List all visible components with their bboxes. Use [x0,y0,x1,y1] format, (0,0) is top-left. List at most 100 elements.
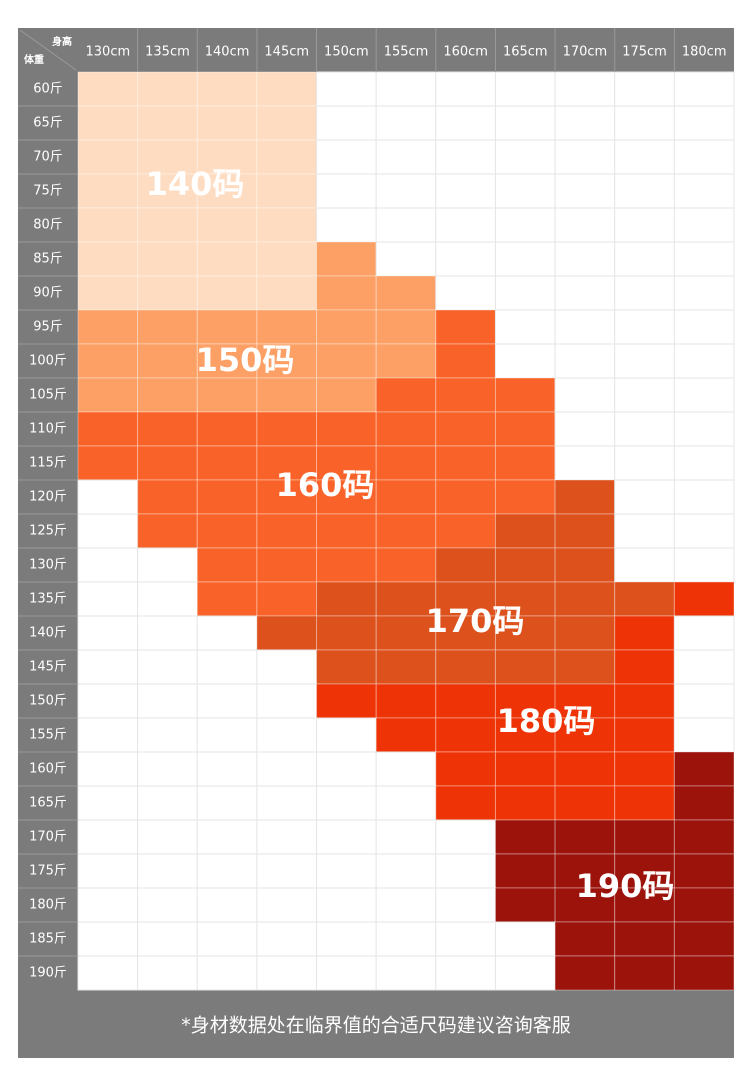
size-cell [614,717,675,753]
size-cell [77,785,139,821]
size-cell [614,649,675,685]
size-cell [256,853,318,889]
size-cell [137,547,198,583]
size-cell [196,479,258,515]
size-cell [196,581,258,617]
size-cell [196,615,258,651]
size-cell [196,649,258,685]
size-cell [494,377,556,413]
size-cell [435,377,496,413]
size-cell [77,887,139,923]
size-cell [77,343,139,379]
size-cell [256,445,318,481]
size-cell [375,139,437,175]
size-cell [435,785,496,821]
size-cell [554,615,616,651]
size-cell [375,683,437,719]
size-cell [375,207,437,243]
size-cell [494,343,556,379]
size-cell [256,785,318,821]
row-header: 145斤 [29,660,67,675]
size-cell [196,207,258,243]
size-cell [316,377,377,413]
size-cell [256,649,318,685]
row-header: 140斤 [29,626,67,641]
size-cell [673,445,735,481]
size-cell [673,241,735,277]
size-cell [316,309,377,345]
size-cell [77,513,139,549]
size-cell [316,139,377,175]
size-cell [554,173,616,209]
size-cell [554,921,616,957]
size-cell [673,207,735,243]
row-header: 75斤 [33,184,63,199]
size-cell [256,173,318,209]
size-cell [137,479,198,515]
row-header: 100斤 [29,354,67,369]
corner-height: 身高 [52,35,72,48]
size-cell [614,921,675,957]
size-cell [256,683,318,719]
size-cell [435,649,496,685]
size-cell [256,615,318,651]
size-cell [77,649,139,685]
size-cell [196,343,258,379]
size-cell [494,173,556,209]
size-cell [137,105,198,141]
size-cell [554,785,616,821]
size-cell [554,649,616,685]
corner-weight: 体重 [24,53,44,66]
column-header: 155cm [384,45,429,60]
size-cell [256,547,318,583]
size-cell [77,955,139,991]
size-cell [256,887,318,923]
size-cell [435,955,496,991]
size-cell [137,445,198,481]
size-cell [137,921,198,957]
size-cell [196,309,258,345]
size-cell [673,513,735,549]
size-cell [375,887,437,923]
column-header: 160cm [443,45,488,60]
row-header: 150斤 [29,694,67,709]
size-cell [554,71,616,107]
column-header: 130cm [86,45,131,60]
size-cell [77,853,139,889]
size-cell [673,581,735,617]
column-header: 145cm [264,45,309,60]
size-cell [316,615,377,651]
size-cell [137,377,198,413]
size-cell [673,955,735,991]
size-cell [375,853,437,889]
size-cell [673,411,735,447]
size-cell [494,547,556,583]
size-cell [137,717,198,753]
size-cell [256,513,318,549]
size-cell [554,309,616,345]
size-cell [494,581,556,617]
size-cell [614,139,675,175]
size-cell [673,887,735,923]
row-header: 105斤 [29,388,67,403]
size-cell [435,71,496,107]
size-cell [614,71,675,107]
size-cell [196,513,258,549]
size-cell [375,547,437,583]
size-cell [256,377,318,413]
size-cell [316,887,377,923]
size-cell [256,819,318,855]
size-cell [256,275,318,311]
size-cell [673,479,735,515]
size-cell [554,751,616,787]
size-cell [316,819,377,855]
size-cell [494,649,556,685]
size-cell [77,241,139,277]
size-label: 170码 [426,602,525,640]
size-cell [435,479,496,515]
size-cell [614,411,675,447]
size-cell [494,717,556,753]
size-cell [375,241,437,277]
size-cell [137,683,198,719]
